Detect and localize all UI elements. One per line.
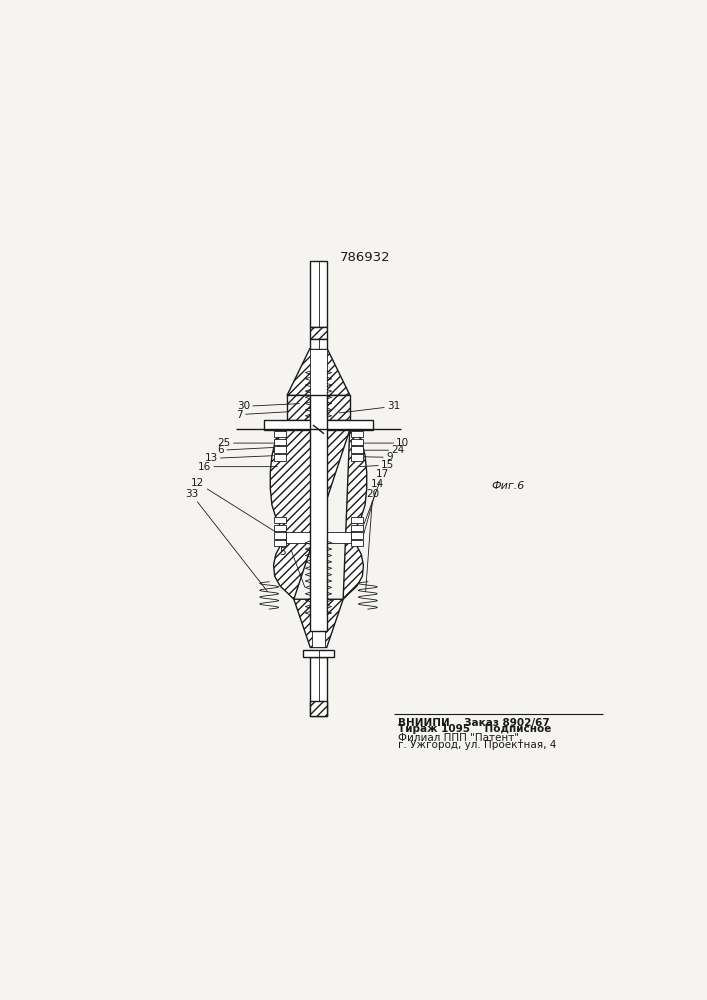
Bar bbox=[310, 339, 327, 349]
Polygon shape bbox=[327, 532, 351, 543]
Text: 12: 12 bbox=[192, 478, 274, 531]
Bar bbox=[310, 701, 327, 716]
Text: 17: 17 bbox=[361, 469, 390, 531]
Text: 7: 7 bbox=[236, 410, 287, 420]
Text: Тираж 1095    Подписное: Тираж 1095 Подписное bbox=[398, 724, 551, 734]
Bar bbox=[351, 431, 363, 437]
Bar bbox=[310, 261, 327, 327]
Text: Филиал ППП "Патент",: Филиал ППП "Патент", bbox=[398, 733, 522, 743]
Bar bbox=[312, 599, 325, 647]
Text: 30: 30 bbox=[237, 401, 299, 411]
Text: 15: 15 bbox=[360, 460, 395, 470]
Text: 14: 14 bbox=[363, 479, 385, 539]
Bar bbox=[310, 327, 327, 339]
Text: г. Ужгород, ул. Проектная, 4: г. Ужгород, ул. Проектная, 4 bbox=[398, 740, 556, 750]
Text: 9: 9 bbox=[363, 452, 392, 462]
Bar bbox=[274, 431, 286, 437]
Text: 5: 5 bbox=[279, 547, 286, 557]
Bar bbox=[351, 454, 363, 461]
Bar bbox=[274, 517, 286, 523]
Bar bbox=[303, 650, 334, 657]
Text: Фиг.6: Фиг.6 bbox=[491, 481, 525, 491]
Polygon shape bbox=[287, 395, 350, 420]
Bar bbox=[274, 454, 286, 461]
Polygon shape bbox=[286, 532, 310, 543]
Bar bbox=[351, 540, 363, 546]
Text: 786932: 786932 bbox=[340, 251, 390, 264]
Polygon shape bbox=[270, 430, 367, 599]
Bar bbox=[351, 517, 363, 523]
Text: 20: 20 bbox=[366, 489, 379, 592]
Text: 16: 16 bbox=[198, 462, 277, 472]
Bar bbox=[274, 439, 286, 445]
Bar bbox=[351, 439, 363, 445]
Bar bbox=[274, 532, 286, 539]
Polygon shape bbox=[287, 349, 350, 395]
Bar bbox=[310, 395, 327, 631]
Text: ВНИИПИ    Заказ 8902/67: ВНИИПИ Заказ 8902/67 bbox=[398, 718, 550, 728]
Bar bbox=[274, 446, 286, 453]
Bar bbox=[351, 446, 363, 453]
Polygon shape bbox=[310, 349, 327, 395]
Bar bbox=[351, 525, 363, 531]
Bar bbox=[274, 540, 286, 546]
Bar bbox=[274, 525, 286, 531]
Text: 24: 24 bbox=[363, 445, 404, 455]
Text: 6: 6 bbox=[218, 445, 274, 455]
Polygon shape bbox=[294, 599, 343, 647]
Text: 13: 13 bbox=[204, 453, 274, 463]
Text: 33: 33 bbox=[185, 489, 267, 592]
Text: 31: 31 bbox=[339, 401, 400, 413]
Bar bbox=[351, 532, 363, 539]
Bar bbox=[310, 657, 327, 716]
Polygon shape bbox=[264, 420, 373, 430]
Text: 10: 10 bbox=[363, 438, 409, 448]
Text: 25: 25 bbox=[218, 438, 274, 448]
